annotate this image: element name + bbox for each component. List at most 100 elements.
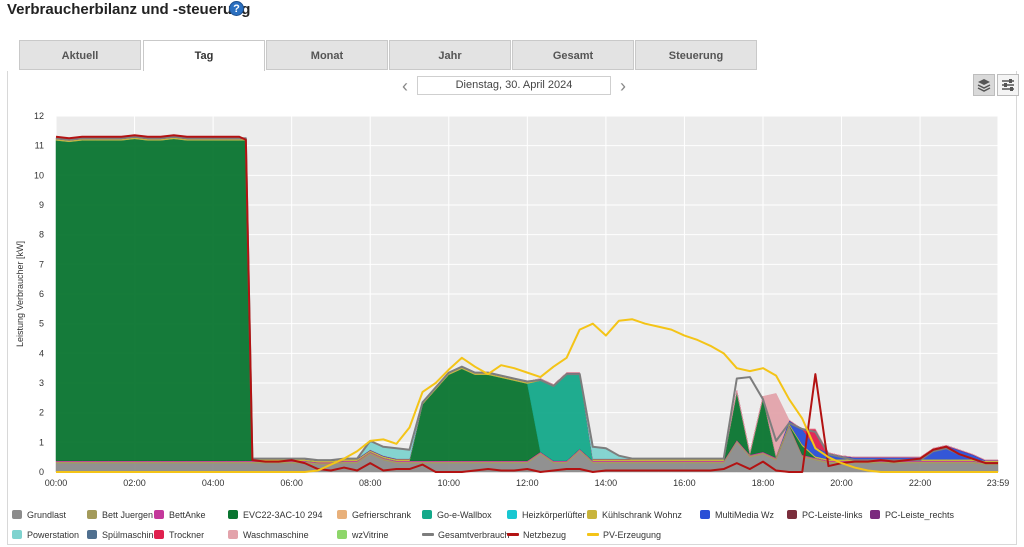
legend-label: Gesamtverbrauch [438,530,510,540]
tab-gesamt[interactable]: Gesamt [512,40,634,70]
legend-item[interactable]: EVC22-3AC-10 294 [228,509,323,521]
x-tick-label: 12:00 [516,478,539,488]
y-tick-label: 9 [39,200,44,210]
tab-monat[interactable]: Monat [266,40,388,70]
legend-item[interactable]: PC-Leiste_rechts [870,509,954,521]
x-tick-label: 16:00 [673,478,696,488]
series-line-gesamtverbrauch [55,135,998,465]
x-tick-label: 14:00 [595,478,618,488]
legend-item[interactable]: Trockner [154,529,204,541]
legend-label: Gefrierschrank [352,510,412,520]
chevron-right-icon[interactable]: › [620,76,626,96]
tab-aktuell[interactable]: Aktuell [19,40,141,70]
legend-swatch [587,533,599,536]
legend-swatch [12,530,22,539]
legend-label: PC-Leiste-links [802,510,863,520]
x-tick-label: 06:00 [280,478,303,488]
help-icon[interactable]: ? [229,1,244,16]
x-tick-label: 23:59 [987,478,1010,488]
legend-item[interactable]: BettAnke [154,509,206,521]
sliders-icon [1002,79,1014,91]
legend-item[interactable]: Grundlast [12,509,66,521]
legend-swatch [422,510,432,519]
y-tick-label: 7 [39,259,44,269]
legend-swatch [787,510,797,519]
legend-label: PC-Leiste_rechts [885,510,955,520]
y-axis-label: Leistung Verbraucher [kW] [15,241,25,347]
page-title: Verbraucherbilanz und -steuerung [7,1,251,18]
legend-swatch [587,510,597,519]
sliders-view-button[interactable] [997,74,1019,96]
date-field[interactable]: Dienstag, 30. April 2024 [417,76,611,95]
legend-item[interactable]: Go-e-Wallbox [422,509,492,521]
x-tick-label: 02:00 [123,478,146,488]
x-tick-label: 22:00 [909,478,932,488]
legend-label: Bett Juergen [102,510,154,520]
y-tick-label: 3 [39,378,44,388]
legend-label: Netzbezug [523,530,567,540]
legend-item[interactable]: wzVitrine [337,529,388,541]
legend-label: EVC22-3AC-10 294 [243,510,323,520]
legend-label: Waschmaschine [243,530,309,540]
y-tick-label: 1 [39,437,44,447]
legend-label: wzVitrine [352,530,389,540]
legend-swatch [12,510,22,519]
legend-label: MultiMedia Wz [715,510,775,520]
legend-swatch [337,530,347,539]
legend-item[interactable]: PC-Leiste-links [787,509,863,521]
legend-item[interactable]: Netzbezug [507,529,566,541]
legend-item[interactable]: Heizkörperlüfter [507,509,586,521]
y-tick-label: 0 [39,467,44,477]
legend-label: Powerstation [27,530,80,540]
legend-swatch [507,510,517,519]
legend-label: Spülmaschine [102,530,159,540]
layers-view-button[interactable] [973,74,995,96]
y-tick-label: 4 [39,348,44,358]
legend-item[interactable]: Gesamtverbrauch [422,529,510,541]
x-tick-label: 08:00 [359,478,382,488]
tab-jahr[interactable]: Jahr [389,40,511,70]
series-line-pv-erzeugung [56,318,998,473]
series-line-netzbezug [55,134,998,473]
legend-label: Kühlschrank Wohnz [602,510,682,520]
y-tick-label: 2 [39,408,44,418]
chevron-left-icon[interactable]: ‹ [402,76,408,96]
legend-swatch [700,510,710,519]
legend-swatch [154,530,164,539]
legend-swatch [154,510,164,519]
legend-swatch [337,510,347,519]
legend-label: Heizkörperlüfter [522,510,586,520]
legend-swatch [228,510,238,519]
legend-item[interactable]: Waschmaschine [228,529,309,541]
tab-steuerung[interactable]: Steuerung [635,40,757,70]
legend-label: BettAnke [169,510,206,520]
y-tick-label: 10 [34,170,44,180]
legend-item[interactable]: Powerstation [12,529,79,541]
layers-icon [977,79,991,92]
legend-swatch [870,510,880,519]
y-tick-label: 5 [39,319,44,329]
x-tick-label: 18:00 [752,478,775,488]
legend-item[interactable]: Gefrierschrank [337,509,411,521]
y-tick-label: 12 [34,111,44,121]
x-tick-label: 20:00 [830,478,853,488]
tab-tag[interactable]: Tag [143,40,265,72]
legend-item[interactable]: MultiMedia Wz [700,509,774,521]
x-tick-label: 00:00 [45,478,68,488]
legend-label: Trockner [169,530,205,540]
x-tick-label: 10:00 [438,478,461,488]
legend-item[interactable]: PV-Erzeugung [587,529,661,541]
legend-swatch [87,510,97,519]
legend-item[interactable]: Bett Juergen [87,509,153,521]
x-tick-label: 04:00 [202,478,225,488]
tab-bar: Aktuell Tag Monat Jahr Gesamt Steuerung [7,40,1017,72]
legend-swatch [87,530,97,539]
y-tick-label: 6 [39,289,44,299]
legend-item[interactable]: Kühlschrank Wohnz [587,509,682,521]
y-tick-label: 11 [35,141,44,151]
legend-swatch [228,530,238,539]
legend-label: Grundlast [27,510,67,520]
legend-item[interactable]: Spülmaschine [87,529,159,541]
y-tick-label: 8 [39,230,44,240]
